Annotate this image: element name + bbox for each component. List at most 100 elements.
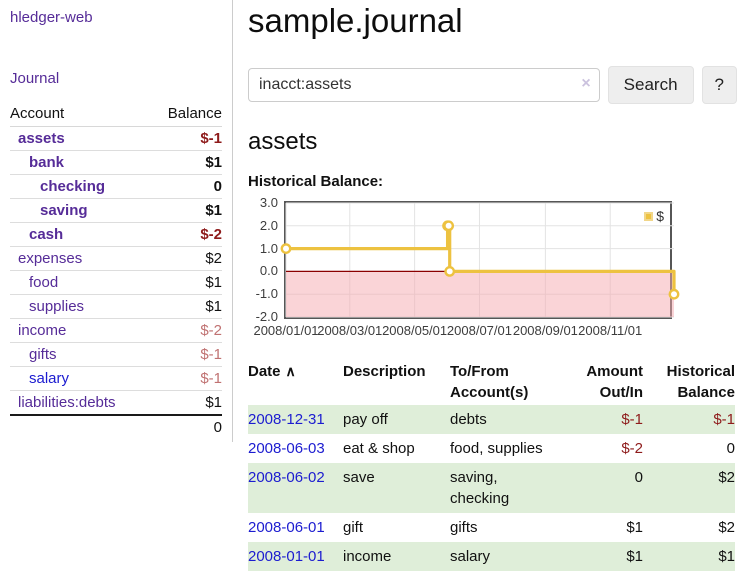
register-header-balance: Historical Balance (666, 363, 735, 401)
y-axis-tick-label: -1.0 (255, 286, 278, 302)
transaction-amount: $-2 (621, 440, 643, 457)
transaction-description: gift (343, 519, 364, 536)
sidebar-account-balance: $-1 (150, 342, 222, 367)
sidebar-account-link[interactable]: food (29, 274, 59, 291)
transaction-date-link[interactable]: 2008-01-01 (248, 548, 325, 565)
transaction-balance: $2 (718, 469, 735, 486)
y-axis-tick-label: 3.0 (259, 195, 278, 210)
transaction-accounts: debts (450, 411, 487, 428)
search-bar: × Search ? (248, 66, 737, 104)
x-axis-tick-label: 2008/05/01 (382, 323, 448, 338)
chart-title: Historical Balance: (248, 173, 384, 190)
clear-search-icon[interactable]: × (581, 75, 591, 92)
account-row: bank $1 (10, 150, 222, 175)
accounts-header-balance: Balance (150, 102, 222, 127)
register-header-amount: Amount Out/In (586, 363, 643, 401)
accounts-total-balance: 0 (10, 414, 222, 439)
accounts-total-row: 0 (10, 414, 222, 439)
x-axis-tick-label: 2008/11/01 (578, 323, 643, 338)
app-title-link[interactable]: hledger-web (10, 9, 93, 26)
sidebar-account-balance: $-1 (150, 366, 222, 391)
sidebar-account-link[interactable]: saving (40, 202, 88, 219)
sidebar-account-link[interactable]: expenses (18, 250, 83, 267)
search-button[interactable]: Search (607, 66, 694, 104)
register-header-description: Description (343, 363, 426, 380)
legend-swatch-icon (644, 211, 654, 221)
register-header-accounts: To/From Account(s) (450, 363, 529, 401)
transaction-date-link[interactable]: 2008-12-31 (248, 411, 325, 428)
y-axis-tick-label: -2.0 (255, 309, 278, 324)
transaction-amount: $1 (626, 519, 643, 536)
sidebar-account-link[interactable]: liabilities:debts (18, 394, 116, 411)
chart-legend: $ (644, 208, 664, 224)
transaction-accounts: food, supplies (450, 440, 543, 457)
accounts-table: Account Balance assets $-1 bank $1 checking 0… (10, 102, 222, 439)
sidebar-account-link[interactable]: checking (40, 178, 106, 195)
sidebar-account-balance: $1 (150, 270, 222, 295)
account-row: salary $-1 (10, 366, 222, 391)
sidebar-account-balance: $-2 (150, 318, 222, 343)
sidebar-account-balance: $1 (150, 294, 222, 319)
register-row: 2008-06-02 save saving, checking 0 $2 (248, 463, 735, 513)
page-title: sample.journal (248, 2, 463, 39)
sidebar-account-link[interactable]: income (18, 322, 67, 339)
register-row: 2008-01-01 income salary $1 $1 (248, 542, 735, 571)
register-row: 2008-06-03 eat & shop food, supplies $-2 0 (248, 434, 735, 463)
sidebar-account-link[interactable]: salary (29, 370, 70, 387)
sidebar-account-balance: 0 (150, 174, 222, 199)
chart-plot-area: $ (280, 201, 680, 319)
transaction-date-link: 2008-06-02 (248, 463, 343, 513)
register-row: 2008-12-31 pay off debts $-1 $-1 (248, 405, 735, 434)
sidebar-account-link[interactable]: cash (29, 226, 64, 243)
search-input[interactable] (248, 68, 600, 102)
transaction-date-link[interactable]: 2008-06-02 (248, 469, 325, 486)
transaction-accounts: salary (450, 548, 491, 565)
register-header-date[interactable]: Date ∧ (248, 363, 296, 380)
y-axis-tick-label: 1.0 (259, 240, 278, 256)
account-row: expenses $2 (10, 246, 222, 271)
transaction-description: pay off (343, 411, 388, 428)
sidebar-account-link[interactable]: assets (18, 130, 65, 147)
account-row: cash $-2 (10, 222, 222, 247)
sidebar-account-link[interactable]: bank (29, 154, 65, 171)
balance-chart: $ 3.0 2.0 1.0 0.0 -1.0 -2.0 2008/01/01 2008/03/… (248, 196, 680, 341)
transaction-description: income (343, 548, 392, 565)
sidebar-account-balance: $-1 (150, 126, 222, 151)
help-button[interactable]: ? (701, 66, 737, 104)
main-content: sample.journal × Search ? assets Histori… (248, 0, 737, 571)
y-axis-tick-label: 2.0 (259, 217, 278, 233)
sidebar-account-link[interactable]: supplies (29, 298, 85, 315)
register-table: Date ∧ Description To/From Account(s) Amo… (248, 359, 735, 571)
sidebar-account-balance: $-2 (150, 222, 222, 247)
account-row: food $1 (10, 270, 222, 295)
transaction-date-link[interactable]: 2008-06-03 (248, 440, 325, 457)
transaction-date-link[interactable]: 2008-06-01 (248, 519, 325, 536)
transaction-date-link: 2008-12-31 (248, 405, 343, 434)
transaction-date-link: 2008-01-01 (248, 542, 343, 571)
transaction-description: eat & shop (343, 440, 415, 457)
account-row: gifts $-1 (10, 342, 222, 367)
transaction-description: save (343, 469, 375, 486)
sidebar-account-balance: $1 (150, 198, 222, 223)
account-row: supplies $1 (10, 294, 222, 319)
transaction-accounts: gifts (450, 519, 478, 536)
register-header-row: Date ∧ Description To/From Account(s) Amo… (248, 359, 735, 405)
account-row: assets $-1 (10, 126, 222, 151)
transaction-amount: $1 (626, 548, 643, 565)
legend-label: $ (656, 208, 664, 224)
transaction-balance: 0 (726, 440, 735, 457)
account-row: income $-2 (10, 318, 222, 343)
transaction-date-link: 2008-06-03 (248, 434, 343, 463)
sidebar-account-balance: $1 (150, 150, 222, 175)
sidebar: hledger-web Journal Account Balance asse… (0, 0, 233, 442)
x-axis-tick-label: 2008/07/01 (446, 323, 512, 338)
transaction-amount: 0 (634, 469, 643, 486)
y-axis-tick-label: 0.0 (259, 263, 278, 279)
transaction-balance: $2 (718, 519, 735, 536)
transaction-balance: $1 (718, 548, 735, 565)
sidebar-item-journal[interactable]: Journal (10, 70, 60, 87)
sidebar-account-link[interactable]: gifts (29, 346, 57, 363)
chart-canvas (280, 202, 680, 318)
x-axis-tick-label: 2008/09/01 (512, 323, 578, 338)
register-row: 2008-06-01 gift gifts $1 $2 (248, 513, 735, 542)
